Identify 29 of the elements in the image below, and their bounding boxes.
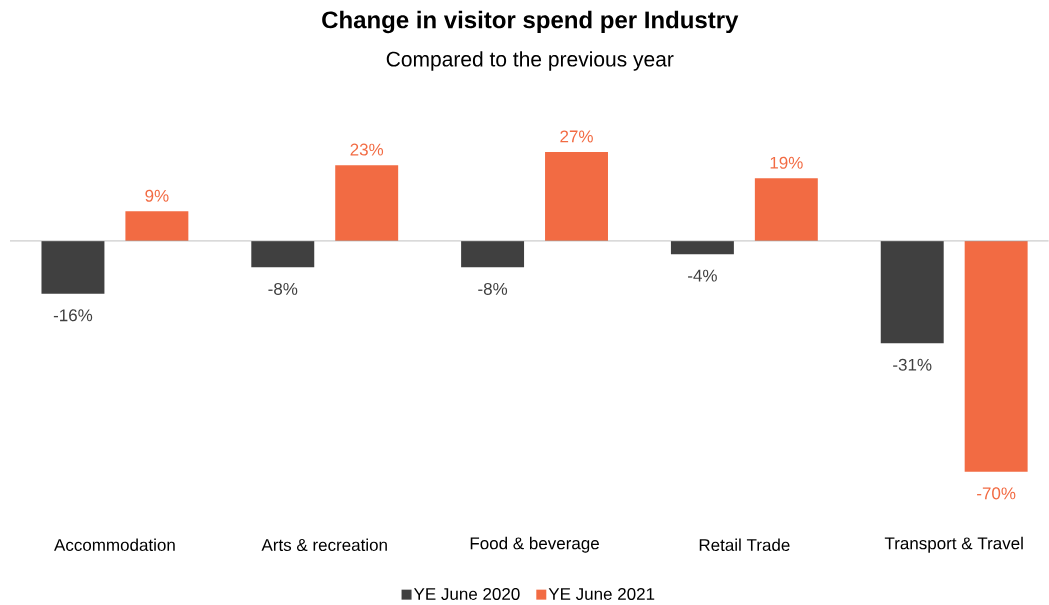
bar (545, 151, 608, 241)
x-tick-label: Transport & Travel (884, 536, 1023, 553)
x-tick-label: Arts & recreation (261, 538, 387, 551)
data-label: 23% (350, 143, 384, 156)
bar (41, 240, 105, 294)
bar (125, 211, 189, 241)
bar (251, 240, 315, 268)
bar (880, 240, 944, 344)
bar (461, 240, 525, 268)
data-label: 19% (770, 156, 803, 169)
data-label: 27% (560, 130, 593, 143)
data-label: -70% (977, 487, 1016, 500)
data-label: -4% (688, 269, 717, 282)
data-label: -8% (478, 282, 508, 295)
bar (964, 240, 1028, 472)
x-tick-label: Food & beverage (470, 536, 599, 553)
x-tick-label: Retail Trade (699, 538, 790, 551)
chart-title: Change in visitor spend per Industry (322, 10, 739, 34)
data-label: 9% (145, 189, 169, 202)
legend-label: YE June 2021 (548, 587, 655, 600)
x-tick-label: Accommodation (54, 538, 175, 551)
data-label: -16% (53, 309, 93, 322)
data-label: -31% (893, 358, 932, 371)
bar (670, 240, 734, 255)
bar (335, 164, 399, 241)
bar (754, 178, 818, 241)
legend-label: YE June 2020 (413, 587, 520, 600)
chart-subtitle: Compared to the previous year (386, 51, 674, 71)
data-label: -8% (268, 282, 298, 295)
